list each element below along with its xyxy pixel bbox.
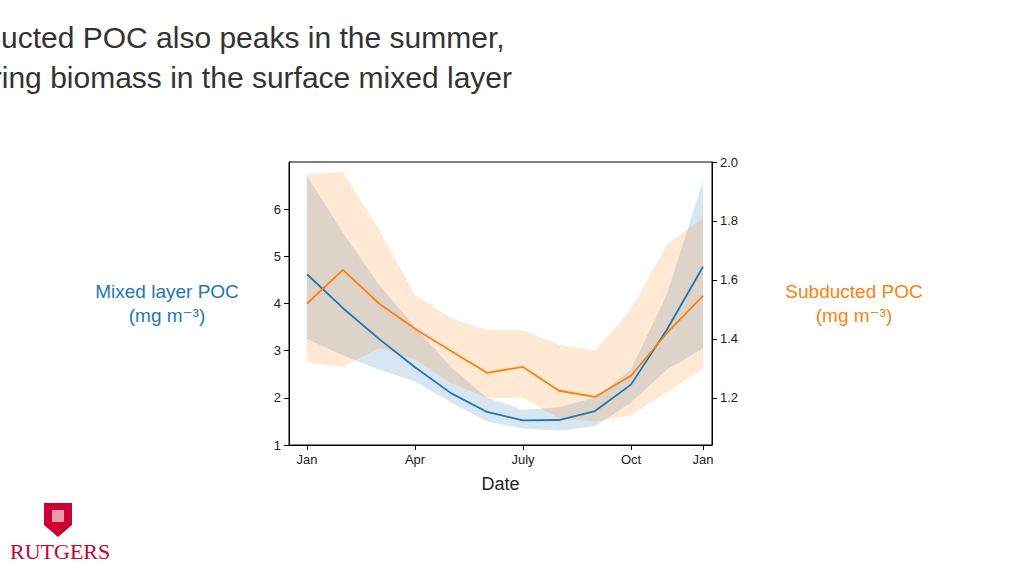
svg-text:(mg m⁻³): (mg m⁻³)	[816, 305, 893, 326]
svg-text:July: July	[511, 452, 535, 467]
svg-text:Date: Date	[481, 474, 519, 494]
svg-text:1.2: 1.2	[720, 390, 738, 405]
svg-text:Oct: Oct	[621, 452, 642, 467]
svg-text:6: 6	[274, 202, 281, 217]
svg-text:Jan: Jan	[693, 452, 714, 467]
svg-text:Subducted POC: Subducted POC	[785, 281, 922, 302]
svg-text:1.6: 1.6	[720, 272, 738, 287]
svg-text:2.0: 2.0	[720, 155, 738, 170]
svg-text:1.8: 1.8	[720, 213, 738, 228]
svg-text:mirroring biomass in the surfa: mirroring biomass in the surface mixed l…	[0, 61, 512, 94]
svg-text:4: 4	[274, 296, 281, 311]
svg-text:Jan: Jan	[297, 452, 318, 467]
svg-text:Subducted POC also peaks in th: Subducted POC also peaks in the summer,	[0, 21, 505, 54]
svg-text:1: 1	[274, 438, 281, 453]
svg-text:5: 5	[274, 249, 281, 264]
svg-text:3: 3	[274, 343, 281, 358]
svg-text:(mg m⁻³): (mg m⁻³)	[129, 305, 206, 326]
svg-text:2: 2	[274, 390, 281, 405]
svg-text:1.4: 1.4	[720, 331, 738, 346]
svg-text:RUTGERS: RUTGERS	[10, 539, 110, 564]
svg-text:Mixed layer POC: Mixed layer POC	[95, 281, 239, 302]
svg-text:Apr: Apr	[405, 452, 426, 467]
